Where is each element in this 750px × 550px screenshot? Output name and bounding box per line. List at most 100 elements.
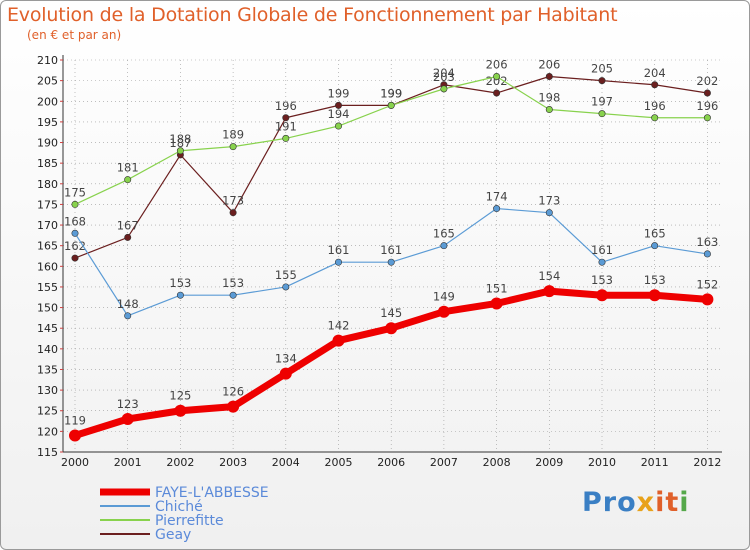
- data-label: 173: [538, 194, 560, 208]
- data-point: [596, 289, 608, 302]
- data-point: [651, 114, 659, 122]
- data-label: 142: [328, 319, 350, 333]
- x-tick-label: 2010: [588, 456, 616, 469]
- data-label: 161: [591, 243, 613, 257]
- data-point: [176, 291, 184, 299]
- chart-subtitle: (en € et par an): [27, 28, 122, 42]
- data-label: 167: [117, 218, 139, 232]
- data-point: [598, 77, 606, 85]
- data-label: 196: [696, 99, 718, 113]
- x-tick-label: 2003: [219, 456, 247, 469]
- data-label: 199: [380, 86, 402, 100]
- data-label: 153: [169, 276, 191, 290]
- y-tick-label: 140: [37, 343, 58, 356]
- x-tick-label: 2000: [61, 456, 89, 469]
- y-tick-label: 160: [37, 260, 58, 273]
- data-point: [174, 404, 187, 417]
- data-label: 155: [275, 268, 297, 282]
- data-point: [124, 176, 132, 184]
- x-tick-label: 2004: [272, 456, 300, 469]
- logo-part: i: [679, 487, 690, 518]
- data-label: 194: [328, 107, 350, 121]
- data-point: [385, 322, 398, 335]
- data-point: [701, 293, 714, 306]
- x-tick-label: 2009: [535, 456, 563, 469]
- data-label: 153: [644, 273, 666, 287]
- data-point: [493, 205, 501, 213]
- y-tick-label: 195: [37, 116, 58, 129]
- data-point: [598, 258, 606, 266]
- data-point: [334, 122, 342, 130]
- data-label: 175: [64, 185, 86, 199]
- data-label: 206: [538, 58, 560, 72]
- data-point: [440, 85, 448, 93]
- data-label: 189: [222, 128, 244, 142]
- y-tick-label: 125: [37, 405, 58, 418]
- data-point: [703, 89, 711, 97]
- y-tick-label: 135: [37, 363, 58, 376]
- data-label: 153: [591, 273, 613, 287]
- y-tick-label: 175: [37, 198, 58, 211]
- data-label: 152: [696, 277, 718, 291]
- data-point: [227, 400, 240, 413]
- data-label: 119: [64, 413, 86, 427]
- data-label: 153: [222, 276, 244, 290]
- data-point: [71, 229, 79, 237]
- x-tick-label: 2007: [430, 456, 458, 469]
- y-tick-label: 200: [37, 95, 58, 108]
- logo-part: Pro: [582, 487, 637, 518]
- data-label: 168: [64, 214, 86, 228]
- y-tick-label: 190: [37, 137, 58, 150]
- data-point: [703, 114, 711, 122]
- y-tick-label: 120: [37, 425, 58, 438]
- data-point: [69, 429, 81, 442]
- data-label: 145: [380, 306, 402, 320]
- data-label: 151: [486, 281, 508, 295]
- x-tick-label: 2006: [377, 456, 405, 469]
- data-label: 191: [275, 119, 297, 133]
- y-tick-label: 145: [37, 322, 58, 335]
- data-label: 203: [433, 70, 455, 84]
- data-point: [490, 297, 503, 310]
- data-point: [651, 242, 659, 250]
- data-point: [334, 258, 342, 266]
- chart-title: Evolution de la Dotation Globale de Fonc…: [7, 4, 618, 26]
- logo-part: it: [655, 487, 680, 518]
- data-label: 154: [538, 269, 560, 283]
- data-point: [703, 250, 711, 258]
- data-label: 188: [169, 132, 191, 146]
- x-tick-label: 2001: [114, 456, 142, 469]
- x-tick-label: 2002: [166, 456, 194, 469]
- data-point: [545, 106, 553, 114]
- y-tick-label: 170: [37, 219, 58, 232]
- data-point: [493, 89, 501, 97]
- data-point: [229, 209, 237, 217]
- legend-label: Chiché: [155, 499, 203, 515]
- x-tick-label: 2008: [483, 456, 511, 469]
- data-point: [651, 81, 659, 89]
- y-tick-label: 165: [37, 240, 58, 253]
- data-label: 165: [433, 227, 455, 241]
- data-point: [545, 73, 553, 81]
- data-point: [124, 233, 132, 241]
- data-label: 206: [486, 58, 508, 72]
- data-point: [493, 73, 501, 81]
- data-point: [334, 101, 342, 109]
- data-point: [282, 134, 290, 142]
- data-label: 148: [117, 297, 139, 311]
- y-tick-label: 180: [37, 178, 58, 191]
- data-point: [387, 258, 395, 266]
- y-tick-label: 185: [37, 157, 58, 170]
- data-point: [648, 289, 661, 302]
- data-label: 174: [486, 190, 508, 204]
- data-label: 197: [591, 95, 613, 109]
- data-point: [437, 305, 450, 318]
- data-label: 161: [328, 243, 350, 257]
- data-label: 163: [696, 235, 718, 249]
- data-point: [332, 334, 345, 347]
- y-tick-label: 130: [37, 384, 58, 397]
- data-point: [124, 312, 132, 320]
- proxiti-logo: Proxiti: [582, 487, 690, 518]
